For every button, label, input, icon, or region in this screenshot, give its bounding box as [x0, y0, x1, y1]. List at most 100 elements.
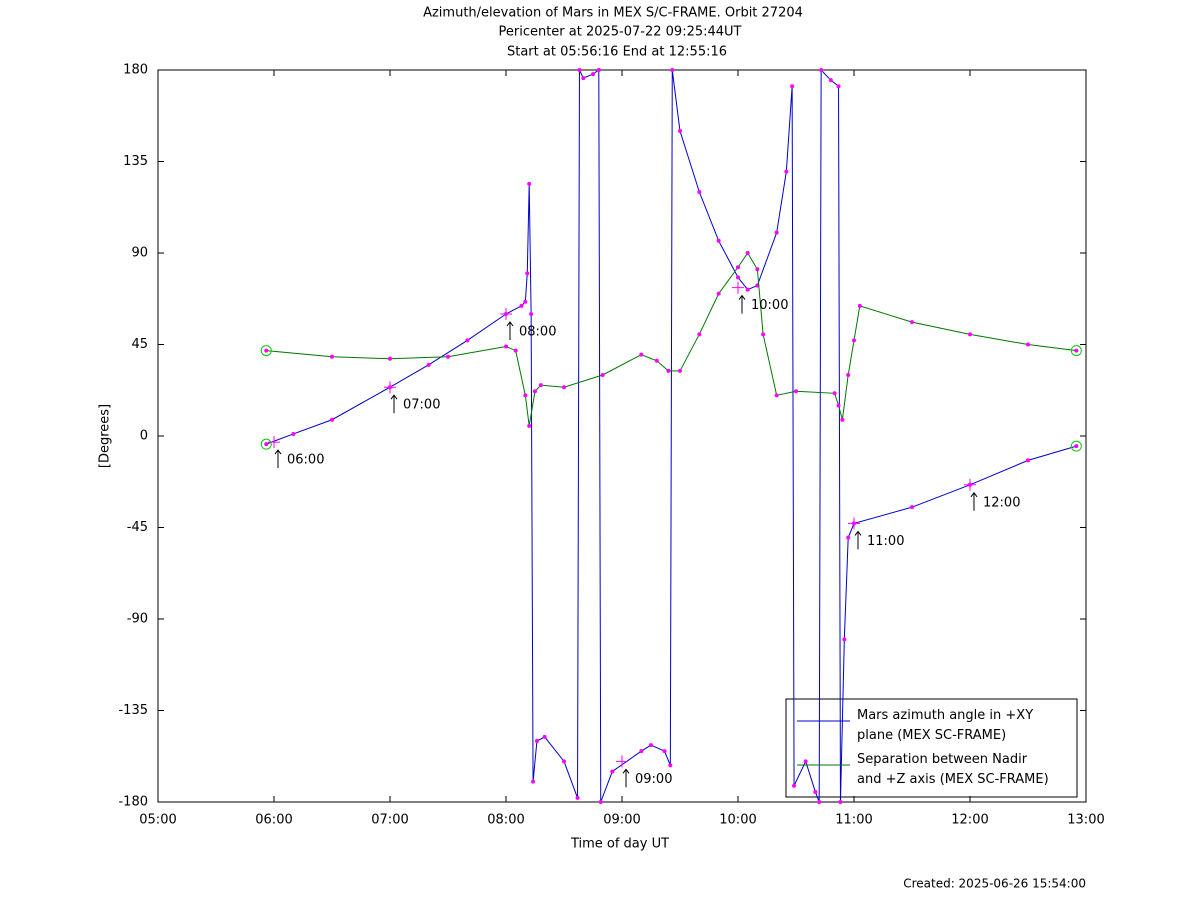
data-point — [836, 84, 841, 89]
data-point — [649, 743, 653, 748]
endpoint-marker — [1070, 440, 1082, 452]
data-point — [525, 271, 530, 276]
data-point — [533, 389, 537, 394]
data-point — [562, 385, 566, 390]
data-point — [668, 763, 673, 768]
hour-cross — [848, 517, 860, 530]
annotation-arrow — [738, 294, 746, 314]
data-point — [504, 344, 508, 349]
data-point — [842, 637, 847, 642]
y-tick-label: 90 — [131, 246, 148, 261]
data-point — [857, 303, 862, 308]
data-point — [666, 368, 671, 373]
data-point — [774, 393, 779, 398]
data-point — [388, 356, 392, 361]
y-tick-label: -45 — [127, 520, 148, 535]
data-point — [1026, 458, 1030, 463]
x-tick-label: 09:00 — [603, 813, 640, 828]
data-point — [527, 181, 532, 186]
data-point — [784, 169, 789, 174]
annotation-arrow — [274, 449, 282, 469]
data-point — [654, 358, 659, 363]
series-line — [266, 68, 1077, 803]
annotation-arrow — [854, 530, 862, 550]
data-point — [264, 442, 269, 447]
legend-label: Mars azimuth angle in +XY plane (MEX SC-… — [857, 708, 1034, 743]
data-point — [519, 303, 524, 308]
x-tick-label: 10:00 — [719, 813, 756, 828]
data-point — [291, 431, 296, 436]
data-point — [832, 391, 837, 396]
hour-cross — [964, 478, 976, 491]
data-point — [745, 251, 750, 255]
data-point — [538, 383, 543, 388]
data-point — [529, 312, 534, 316]
data-point — [836, 403, 841, 408]
series-line — [266, 252, 1077, 426]
annotation: 06:00 — [287, 453, 324, 468]
data-point — [639, 749, 644, 754]
data-point — [1074, 348, 1079, 353]
legend-box — [785, 698, 1078, 798]
data-point — [968, 332, 972, 337]
data-point — [716, 238, 721, 243]
data-point — [792, 783, 797, 788]
y-tick-label: -180 — [118, 795, 148, 810]
data-point — [527, 423, 532, 428]
y-tick-label: -90 — [127, 612, 148, 627]
data-point — [910, 320, 914, 325]
legend-label: Separation between Nadir and +Z axis (ME… — [857, 752, 1049, 787]
data-point — [670, 68, 675, 72]
data-point — [610, 769, 615, 774]
data-point — [736, 275, 740, 280]
data-point — [523, 393, 528, 398]
data-point — [542, 734, 547, 739]
hour-cross — [500, 308, 512, 320]
annotation: 11:00 — [867, 534, 904, 549]
data-point — [591, 72, 595, 77]
data-point — [697, 332, 702, 337]
data-point — [446, 354, 450, 359]
x-axis-label: Time of day UT — [570, 837, 669, 852]
data-point — [1026, 342, 1030, 347]
y-tick-label: -135 — [118, 703, 148, 718]
data-point — [534, 739, 539, 743]
x-tick-label: 07:00 — [371, 813, 408, 828]
data-point — [264, 348, 269, 353]
data-point — [596, 68, 601, 72]
data-point — [562, 759, 566, 764]
data-point — [852, 338, 856, 343]
data-point — [330, 417, 334, 422]
chart-title: Azimuth/elevation of Mars in MEX S/C-FRA… — [423, 6, 803, 21]
hour-cross — [732, 281, 744, 294]
x-tick-label: 06:00 — [255, 813, 292, 828]
data-point — [678, 368, 682, 373]
annotation: 12:00 — [983, 495, 1020, 510]
data-point — [697, 190, 702, 194]
data-point — [513, 348, 518, 353]
data-point — [662, 749, 667, 754]
data-point — [716, 291, 721, 296]
y-tick-label: 0 — [140, 429, 148, 444]
data-point — [803, 759, 808, 764]
data-point — [1074, 444, 1079, 449]
data-point — [678, 129, 682, 133]
data-point — [761, 332, 766, 337]
chart-subtitle: Pericenter at 2025-07-22 09:25:44UT — [498, 25, 741, 40]
data-point — [774, 230, 779, 235]
data-point — [426, 362, 431, 367]
annotation-arrow — [622, 768, 630, 788]
x-tick-label: 13:00 — [1067, 813, 1104, 828]
annotation-arrow — [970, 491, 978, 511]
data-point — [755, 267, 760, 272]
data-point — [465, 338, 470, 343]
data-point — [598, 800, 603, 804]
hour-cross — [384, 381, 396, 394]
annotation: 07:00 — [403, 398, 440, 413]
x-tick-label: 08:00 — [487, 813, 524, 828]
data-point — [330, 354, 334, 359]
data-point — [745, 287, 750, 292]
data-point — [790, 84, 795, 89]
